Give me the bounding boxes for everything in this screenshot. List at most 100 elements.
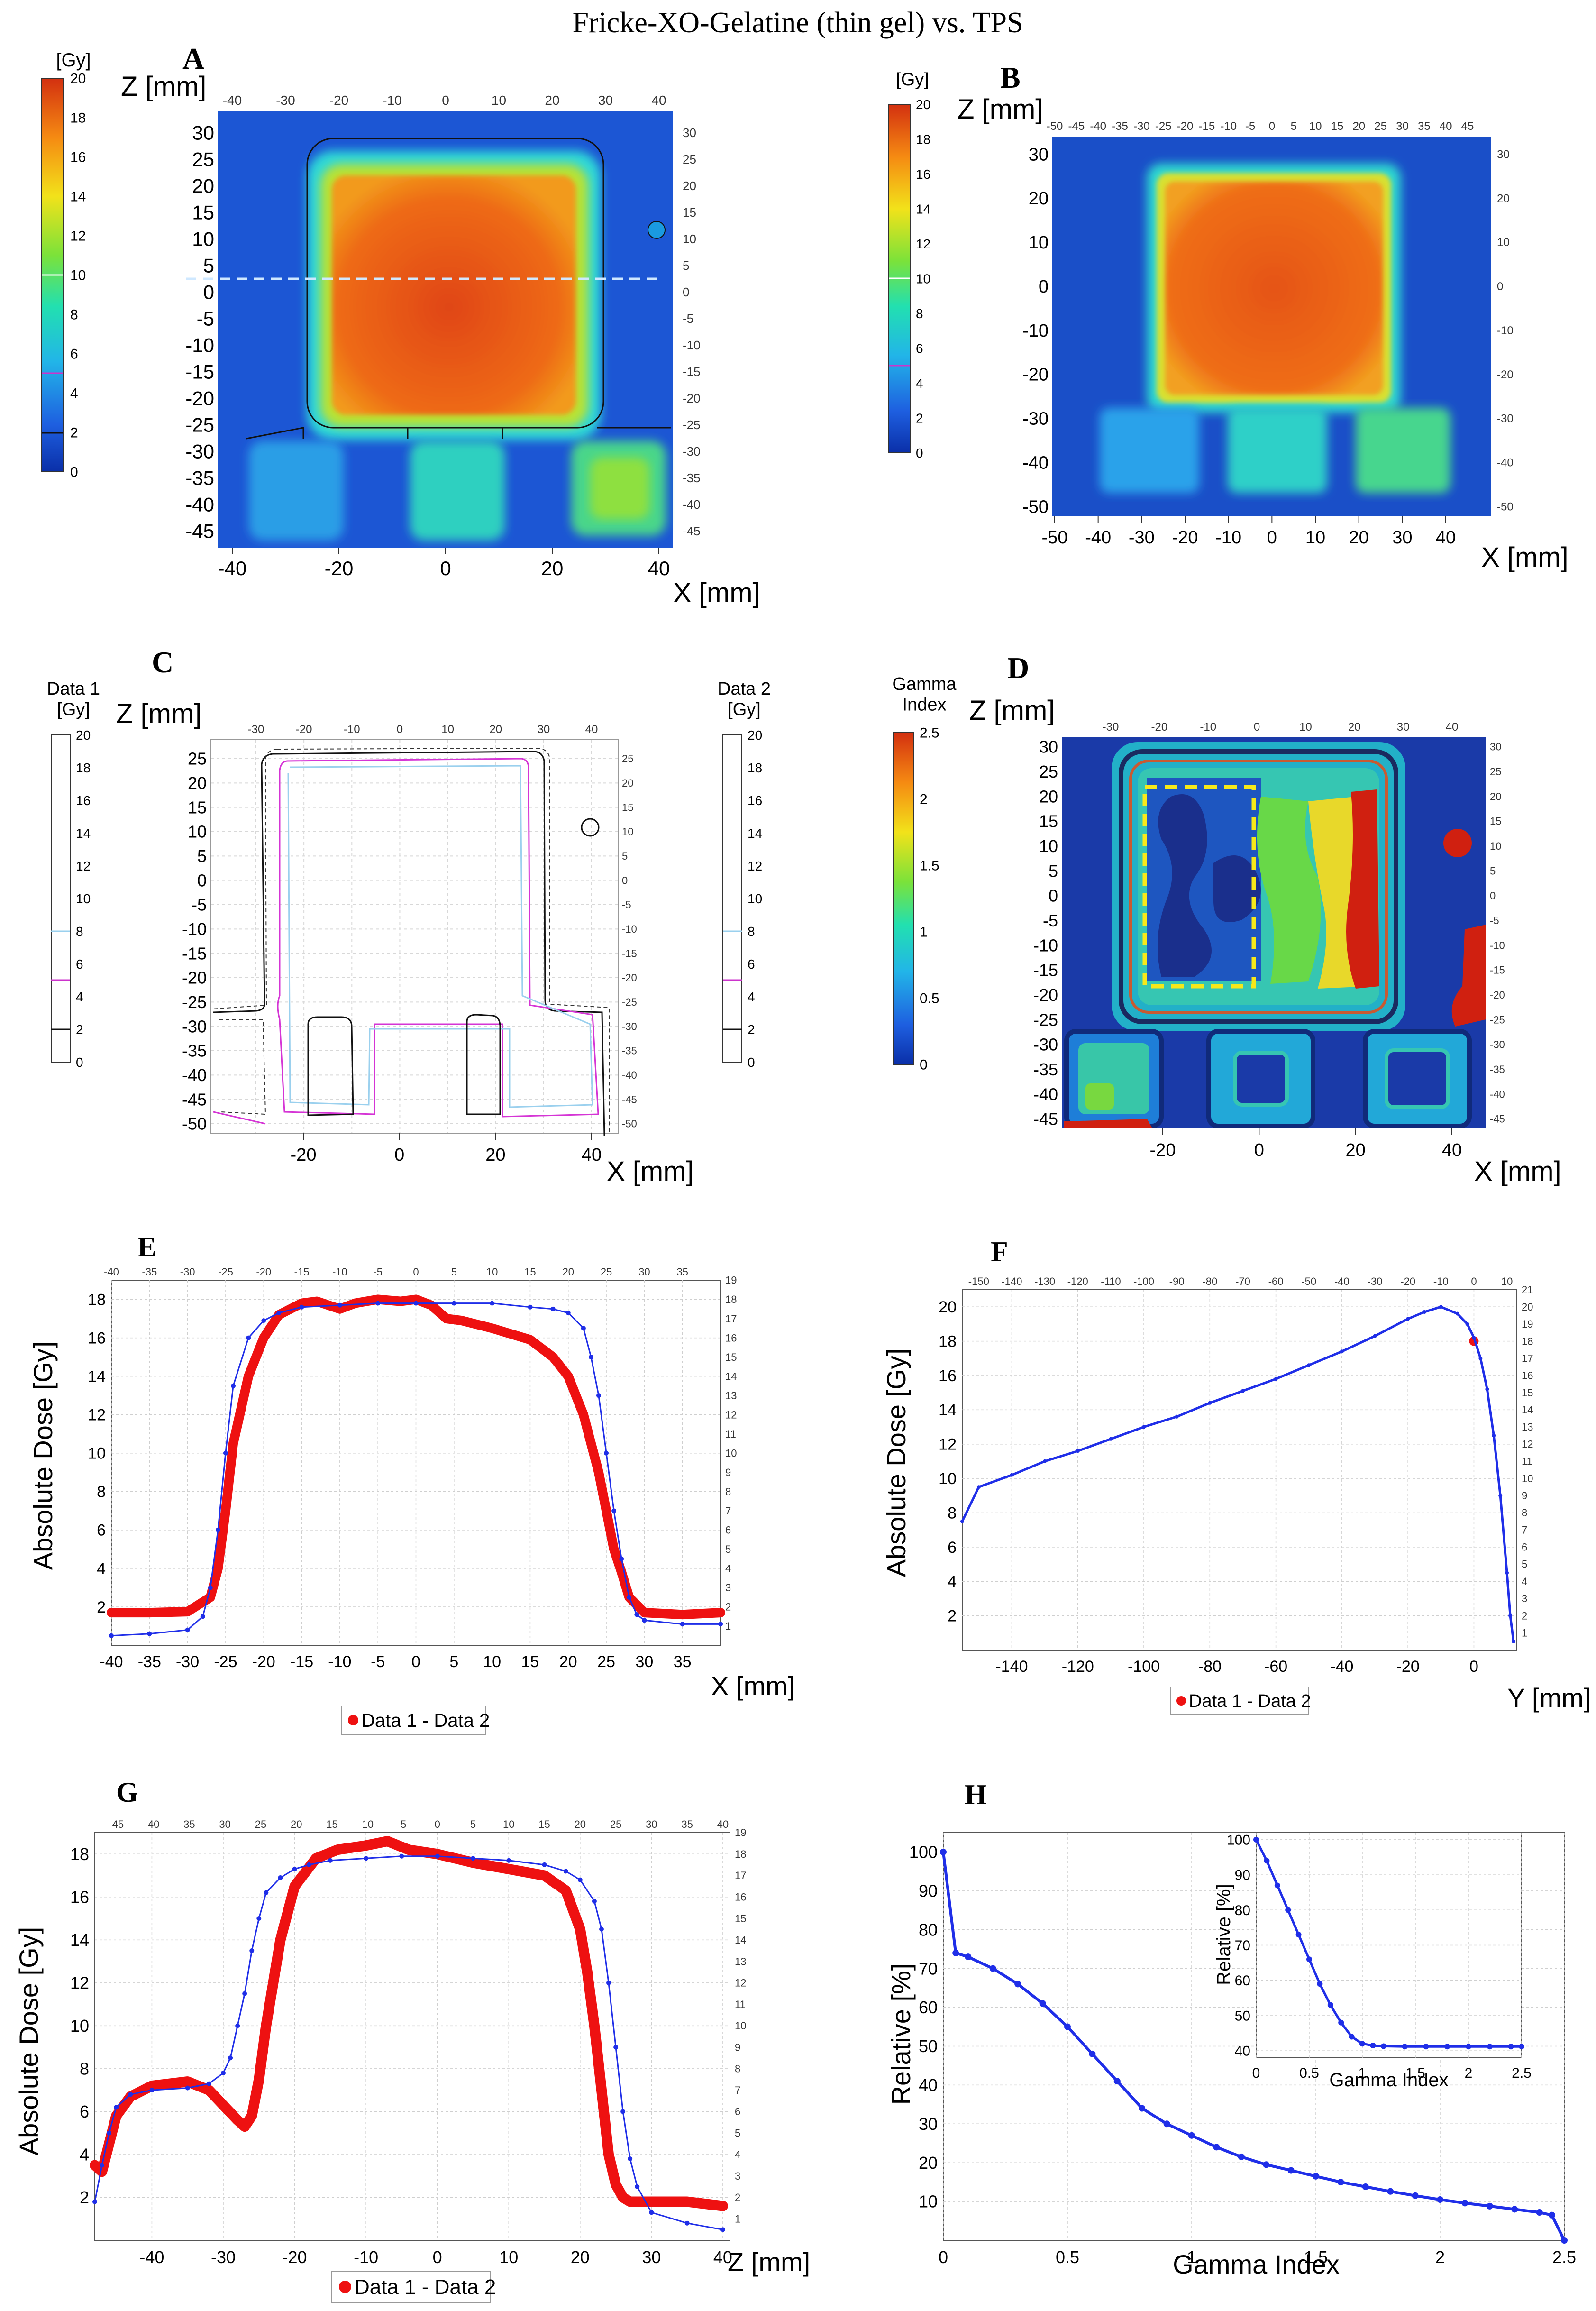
z-right-tick-label: -40 bbox=[1497, 457, 1514, 469]
series-gamma-histogram-point bbox=[965, 1953, 972, 1961]
panel-f-legend: Data 1 - Data 2 bbox=[1170, 1687, 1311, 1715]
series-data-2-point bbox=[613, 2045, 619, 2050]
y-right-tick-label: 8 bbox=[725, 1486, 731, 1497]
panel-c-colorbar2 bbox=[722, 734, 742, 1063]
z-right-tick-label: 25 bbox=[683, 152, 696, 166]
colorbar-tick-label: 10 bbox=[748, 891, 762, 906]
x-top-tick-label: 0 bbox=[442, 93, 449, 108]
series-data-2-point bbox=[185, 1627, 190, 1632]
z-right-tick-label: 10 bbox=[1497, 236, 1510, 249]
x-tick-label: 25 bbox=[597, 1653, 615, 1671]
panel-c-isodose-small-left bbox=[307, 1016, 354, 1116]
x-top-tick-label: -20 bbox=[1177, 120, 1194, 133]
panel-a-letter: A bbox=[182, 42, 204, 75]
panel-g-legend-text: Data 1 - Data 2 bbox=[355, 2275, 496, 2299]
series-gamma-histogram-point bbox=[1306, 1956, 1312, 1963]
x-top-tick-label: -130 bbox=[1034, 1275, 1055, 1287]
series-data-2-point bbox=[246, 1335, 251, 1340]
z-right-tick-label: -35 bbox=[622, 1045, 637, 1057]
series-data-2-point bbox=[960, 1519, 964, 1523]
z-tick-label: 10 bbox=[1039, 836, 1058, 856]
z-tick-label: -30 bbox=[1033, 1035, 1058, 1055]
y-tick-label: 20 bbox=[939, 1298, 957, 1316]
y-right-tick-label: 11 bbox=[1522, 1456, 1532, 1467]
z-right-tick-label: 25 bbox=[1490, 766, 1501, 778]
y-right-tick-label: 9 bbox=[1522, 1490, 1527, 1502]
colorbar-tick-label: 10 bbox=[916, 271, 930, 286]
panel-g: G -40 -30 -20 -10 0 10 20 30 40-45 -40 -35 -30 -25 -2… bbox=[14, 1777, 810, 2303]
series-data-2-point bbox=[596, 1393, 601, 1398]
x-top-tick-label: -45 bbox=[1068, 120, 1085, 133]
colorbar-tick-label: 2 bbox=[916, 411, 923, 425]
y-right-tick-label: 7 bbox=[735, 2084, 740, 2096]
y-right-tick-label: 18 bbox=[725, 1293, 737, 1305]
x-top-tick-label: 25 bbox=[610, 1818, 621, 1830]
x-top-tick-label: -100 bbox=[1133, 1275, 1154, 1287]
y-tick-label: 70 bbox=[919, 1959, 938, 1978]
series-data-2-point bbox=[720, 2227, 725, 2232]
series-data-2-point bbox=[149, 2088, 155, 2093]
colorbar-tick-label: 0 bbox=[748, 1055, 755, 1070]
plot-frame bbox=[962, 1289, 1517, 1651]
series-data-2-point bbox=[592, 1898, 597, 1904]
z-tick-label: -50 bbox=[182, 1114, 207, 1134]
panel-b-z-label: Z [mm] bbox=[958, 94, 1043, 125]
colorbar-tick-label: 12 bbox=[76, 859, 91, 873]
x-top-tick-label: 15 bbox=[524, 1266, 536, 1278]
x-tick-label: -80 bbox=[1198, 1658, 1222, 1676]
x-tick-label: 2.5 bbox=[1512, 2065, 1532, 2081]
x-top-tick-label: -60 bbox=[1268, 1275, 1284, 1287]
panel-d-map bbox=[1062, 737, 1486, 1128]
panel-d-edge-artifact bbox=[1064, 1119, 1152, 1128]
x-tick-label: 2 bbox=[1435, 2247, 1445, 2267]
series-data-2-point bbox=[215, 1527, 220, 1532]
series-gamma-histogram-point bbox=[1327, 2002, 1333, 2008]
x-tick-label: 40 bbox=[582, 1145, 602, 1165]
y-right-tick-label: 7 bbox=[725, 1505, 731, 1517]
panel-g-legend-marker-data1 bbox=[339, 2281, 351, 2293]
panel-a-colorbar-title: [Gy] bbox=[56, 50, 91, 71]
series-data-2-point bbox=[128, 2092, 133, 2097]
panel-h-inset-plot: 0 0.5 1 1.5 2 2.5 40 50 60 70 80 90 100 bbox=[1227, 1832, 1532, 2081]
colorbar-tick-label: 18 bbox=[916, 132, 930, 147]
z-right-tick-label: -35 bbox=[683, 471, 701, 485]
x-top-tick-label: -15 bbox=[294, 1266, 310, 1278]
series-data-2-point bbox=[1340, 1349, 1344, 1354]
x-tick-label: 0 bbox=[411, 1653, 420, 1671]
z-tick-label: 15 bbox=[1039, 812, 1058, 831]
series-gamma-histogram-point bbox=[1437, 2196, 1443, 2203]
z-right-tick-label: -30 bbox=[622, 1020, 637, 1032]
y-right-tick-label: 2 bbox=[725, 1601, 731, 1613]
y-tick-label: 40 bbox=[1235, 2044, 1250, 2059]
series-gamma-histogram-point bbox=[952, 1949, 959, 1956]
z-tick-label: -50 bbox=[1022, 497, 1049, 517]
colorbar-tick-label: 0 bbox=[916, 446, 923, 460]
z-right-tick-label: 5 bbox=[1490, 865, 1496, 877]
series-data-2-point bbox=[221, 2070, 226, 2075]
x-top-tick-label: 10 bbox=[1309, 120, 1322, 133]
series-gamma-histogram-point bbox=[1263, 2161, 1270, 2168]
x-top-tick-label: -10 bbox=[1200, 721, 1216, 734]
series-data-1-line bbox=[90, 1836, 728, 2211]
z-right-tick-label: 25 bbox=[622, 753, 633, 765]
x-tick-label: -25 bbox=[214, 1653, 237, 1671]
z-right-tick-label: 10 bbox=[1490, 840, 1501, 852]
series-data-2-point bbox=[581, 1326, 586, 1331]
panel-c-isodose-data2-mid bbox=[287, 765, 593, 1108]
series-data-2-point bbox=[1142, 1425, 1146, 1429]
panel-c-artifact bbox=[581, 818, 600, 837]
series-gamma-histogram-point bbox=[989, 1965, 996, 1972]
panel-c-isodose-magenta-bottom bbox=[213, 1111, 266, 1125]
x-tick-label: 30 bbox=[1392, 528, 1412, 548]
z-tick-label: -40 bbox=[185, 494, 214, 516]
panel-g-legend-box bbox=[331, 2271, 491, 2303]
x-top-tick-label: -35 bbox=[180, 1818, 195, 1830]
z-right-tick-label: -30 bbox=[1490, 1039, 1505, 1051]
y-tick-label: 50 bbox=[1235, 2008, 1250, 2024]
panel-c-x-label: X [mm] bbox=[607, 1156, 694, 1187]
series-data-2-point bbox=[364, 1856, 369, 1861]
x-tick-label: -20 bbox=[252, 1653, 275, 1671]
y-tick-label: 18 bbox=[88, 1291, 106, 1309]
x-top-tick-label: -30 bbox=[216, 1818, 231, 1830]
